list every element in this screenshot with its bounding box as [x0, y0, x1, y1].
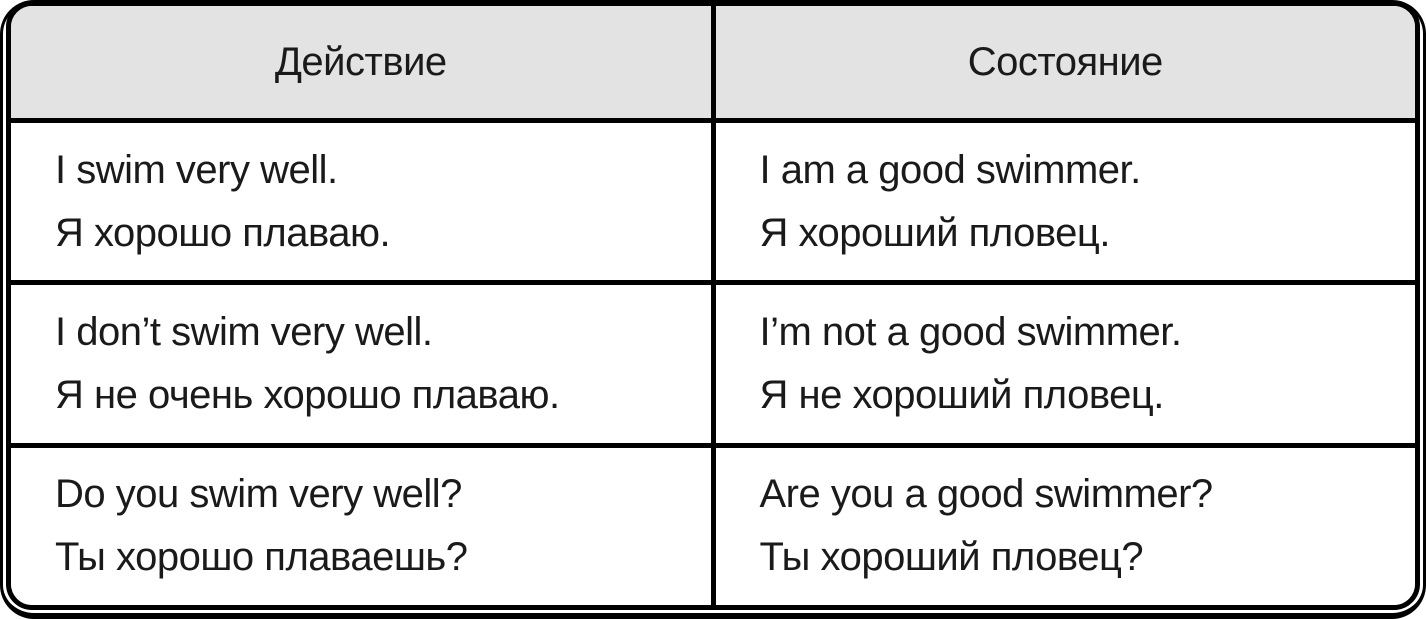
header-label-action: Действие	[274, 39, 447, 84]
cell-state: Are you a good swimmer? Ты хороший плове…	[710, 447, 1416, 605]
header-cell-state: Состояние	[710, 6, 1416, 118]
sentence-en: Are you a good swimmer?	[759, 472, 1214, 517]
header-label-state: Состояние	[967, 39, 1164, 84]
cell-state: I am a good swimmer. Я хороший пловец.	[710, 123, 1416, 281]
sentence-en: I’m not a good swimmer.	[759, 309, 1182, 354]
sentence-en: Do you swim very well?	[55, 472, 462, 517]
sentence-ru: Я хорошо плаваю.	[55, 210, 391, 255]
sentence-ru: Я не хороший пловец.	[759, 372, 1165, 417]
cell-action: Do you swim very well? Ты хорошо плаваеш…	[11, 448, 711, 605]
sentence-ru: Ты хорошо плаваешь?	[55, 535, 468, 580]
sentence-ru: Ты хороший пловец?	[759, 535, 1144, 580]
cell-action: I don’t swim very well. Я не очень хорош…	[11, 285, 711, 442]
sentence-en: I don’t swim very well.	[55, 309, 433, 354]
table-row: Do you swim very well? Ты хорошо плаваеш…	[11, 442, 1416, 605]
cell-action: I swim very well. Я хорошо плаваю.	[11, 123, 711, 280]
table-row: I don’t swim very well. Я не очень хорош…	[11, 280, 1416, 443]
sentence-en: I swim very well.	[55, 147, 338, 192]
sentence-en: I am a good swimmer.	[759, 147, 1142, 192]
cell-state: I’m not a good swimmer. Я не хороший пло…	[710, 285, 1416, 443]
header-row: Действие Состояние	[11, 6, 1415, 118]
header-cell-action: Действие	[11, 6, 711, 118]
sentence-ru: Я хороший пловец.	[759, 210, 1111, 255]
sentence-ru: Я не очень хорошо плаваю.	[55, 372, 560, 417]
table-row: I swim very well. Я хорошо плаваю. I am …	[11, 118, 1416, 281]
comparison-table: Действие Состояние I swim very well. Я х…	[6, 1, 1420, 610]
